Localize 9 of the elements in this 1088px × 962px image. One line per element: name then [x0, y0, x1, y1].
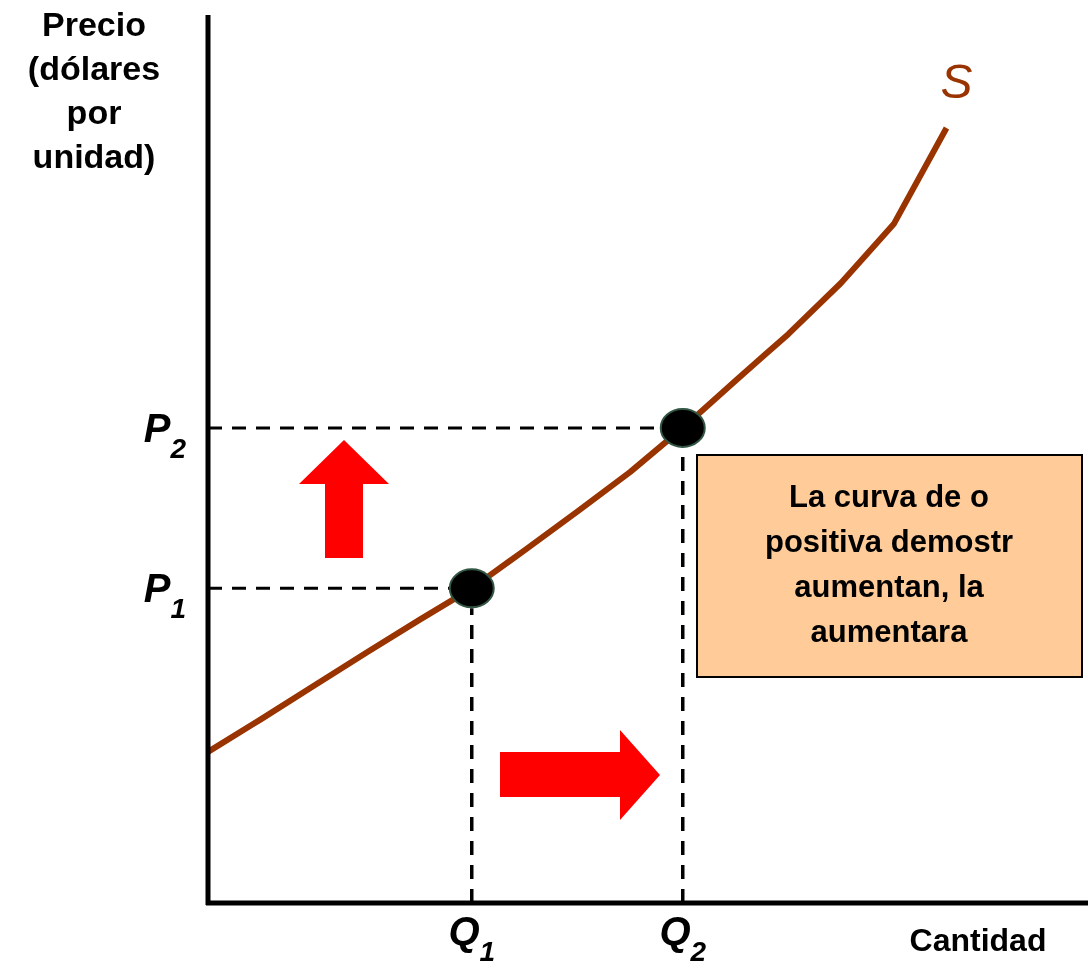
x-tick-label: Q$_{2}$: [659, 909, 707, 962]
x-tick-label: Q$_{1}$: [448, 909, 496, 962]
ref-line-label: P$_{1}$: [143, 566, 186, 624]
x-axis-title: Cantidad: [909, 922, 1047, 958]
ref-line-label: P$_{2}$: [143, 405, 187, 464]
text-box: La curva de o positiva demostr aumentan, la aumentara: [696, 454, 1083, 678]
series-label: S: [940, 55, 973, 108]
y-axis-title: Precio (dólares por unidad): [27, 5, 161, 175]
annotation: La curva de o positiva demostr aumentan, la aumentara: [764, 479, 1014, 649]
